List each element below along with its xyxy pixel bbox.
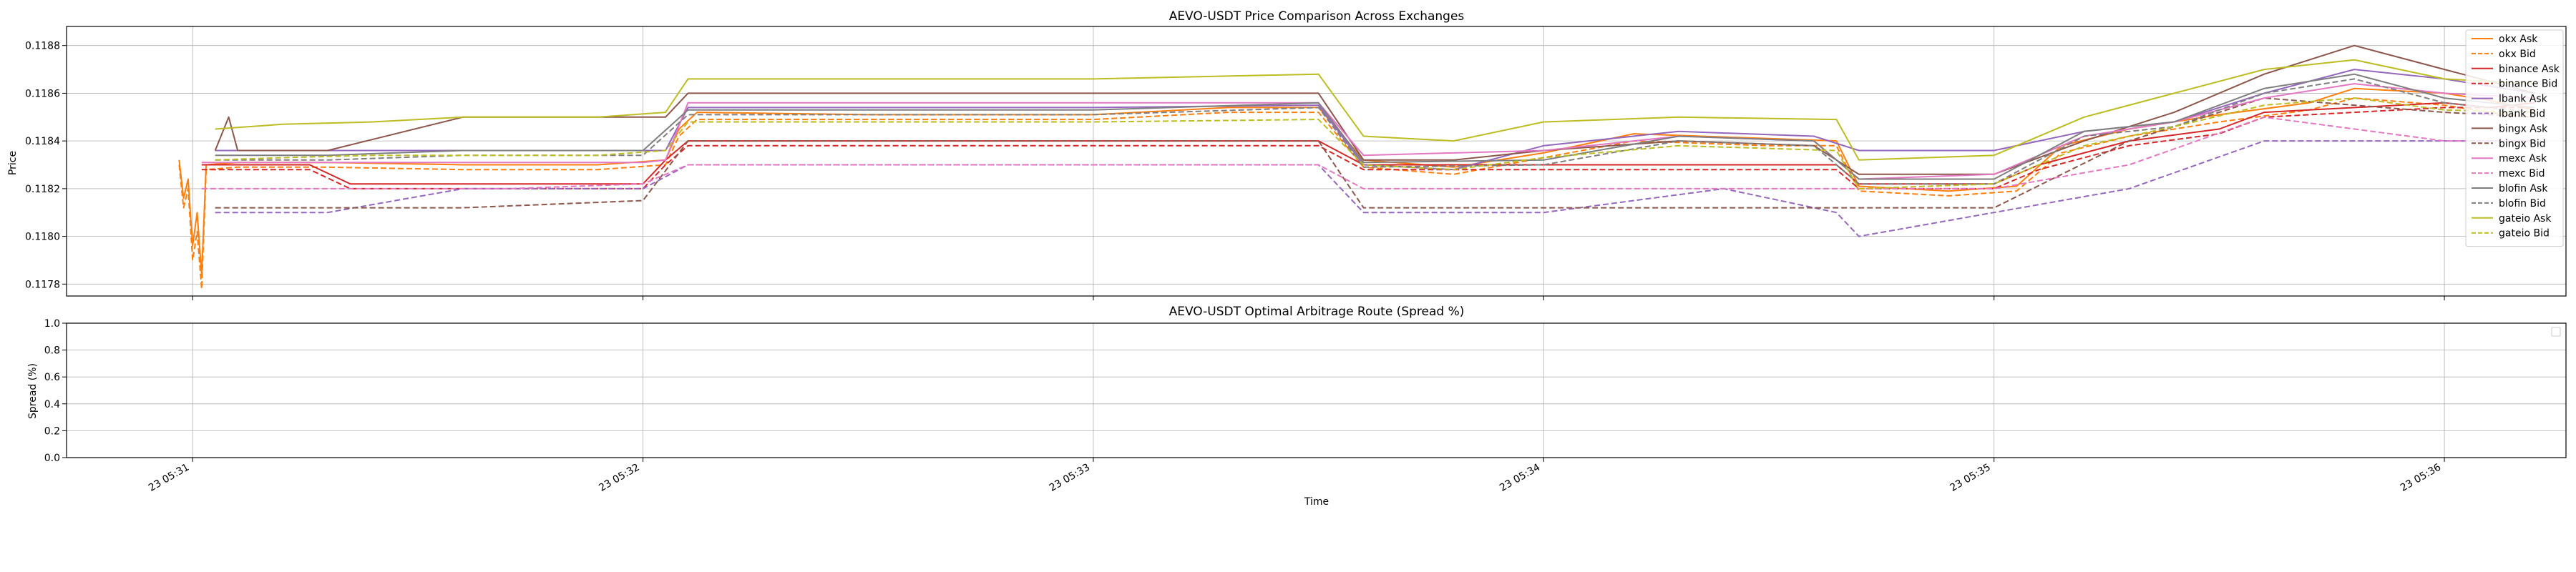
spread-x-tick-label: 23 05:36 [2399,462,2443,494]
price-chart-title: AEVO-USDT Price Comparison Across Exchan… [1169,9,1465,24]
legend-label: gateio Ask [2499,213,2552,225]
spread-x-tick-label: 23 05:34 [1498,462,1542,494]
series-line-mexc-bid [201,116,2534,189]
legend-box [2465,29,2564,247]
legend-label: mexc Ask [2499,153,2547,164]
spread-chart-frame [66,322,2567,458]
legend-label: gateio Bid [2499,228,2550,240]
price-chart-series [178,44,2535,290]
price-chart-x-axis [192,296,2445,300]
spread-y-tick-label: 0.8 [44,345,60,357]
series-line-okx-bid [178,97,2535,290]
series-line-gateio-ask [215,59,2534,161]
price-chart-grid [67,26,2566,296]
spread-chart-panel: AEVO-USDT Optimal Arbitrage Route (Sprea… [27,305,2567,508]
legend-label: blofin Ask [2499,183,2548,194]
series-line-mexc-ask [201,83,2534,180]
price-y-tick-label: 0.1182 [25,184,60,195]
spread-chart-xlabel: Time [1304,496,1329,508]
series-line-bingx-ask [214,44,2535,175]
series-line-blofin-bid [215,78,2535,185]
spread-x-tick-label: 23 05:33 [1048,462,1092,494]
spread-chart-ylabel: Spread (%) [27,363,39,419]
price-y-tick-label: 0.1184 [25,136,60,147]
spread-chart-x-axis: 23 05:31 23 05:32 23 05:33 23 05:34 23 05:35… [147,458,2445,494]
legend-label: lbank Ask [2499,94,2548,105]
legend-label: binance Bid [2499,79,2557,90]
price-chart-ylabel: Price [7,151,19,175]
legend-label: bingx Ask [2499,123,2548,134]
legend-label: okx Ask [2499,34,2538,45]
price-y-tick-label: 0.1186 [25,88,60,99]
spread-y-tick-label: 0.6 [44,372,60,383]
spread-x-tick-label: 23 05:32 [597,462,641,494]
spread-y-tick-label: 0.0 [44,453,60,464]
price-chart-frame [66,26,2567,297]
series-line-gateio-bid [215,97,2534,189]
legend-label: lbank Bid [2499,109,2545,120]
spread-chart-grid [67,322,2566,458]
spread-chart-title: AEVO-USDT Optimal Arbitrage Route (Sprea… [1169,305,1465,319]
price-y-tick-label: 0.1180 [25,232,60,243]
price-y-tick-label: 0.1188 [25,41,60,52]
spread-chart-y-axis: 0.0 0.2 0.4 0.6 0.8 1.0 [44,318,67,464]
spread-y-tick-label: 0.2 [44,425,60,437]
series-line-blofin-ask [215,73,2535,180]
price-y-tick-label: 0.1178 [25,279,60,290]
spread-chart-empty-legend [2551,327,2561,337]
legend-label: okx Bid [2499,49,2536,60]
price-chart-y-axis: 0.1178 0.1180 0.1182 0.1184 0.1186 0.1188 [25,41,67,290]
series-line-bingx-bid [215,97,2534,209]
spread-x-tick-label: 23 05:35 [1948,462,1992,494]
legend-label: binance Ask [2499,64,2560,75]
spread-y-tick-label: 0.4 [44,399,60,410]
legend-label: bingx Bid [2499,138,2546,149]
price-chart-legend: okx Ask okx Bid binance Ask binance Bid lban… [2465,29,2564,247]
series-line-lbank-bid [215,140,2534,237]
legend-label: mexc Bid [2499,168,2545,179]
price-chart-panel: AEVO-USDT Price Comparison Across Exchan… [7,9,2567,300]
series-line-binance-ask [201,102,2535,185]
spread-y-tick-label: 1.0 [44,318,60,330]
legend-label: blofin Bid [2499,198,2546,209]
series-line-okx-ask [178,87,2535,275]
spread-x-tick-label: 23 05:31 [147,462,191,494]
